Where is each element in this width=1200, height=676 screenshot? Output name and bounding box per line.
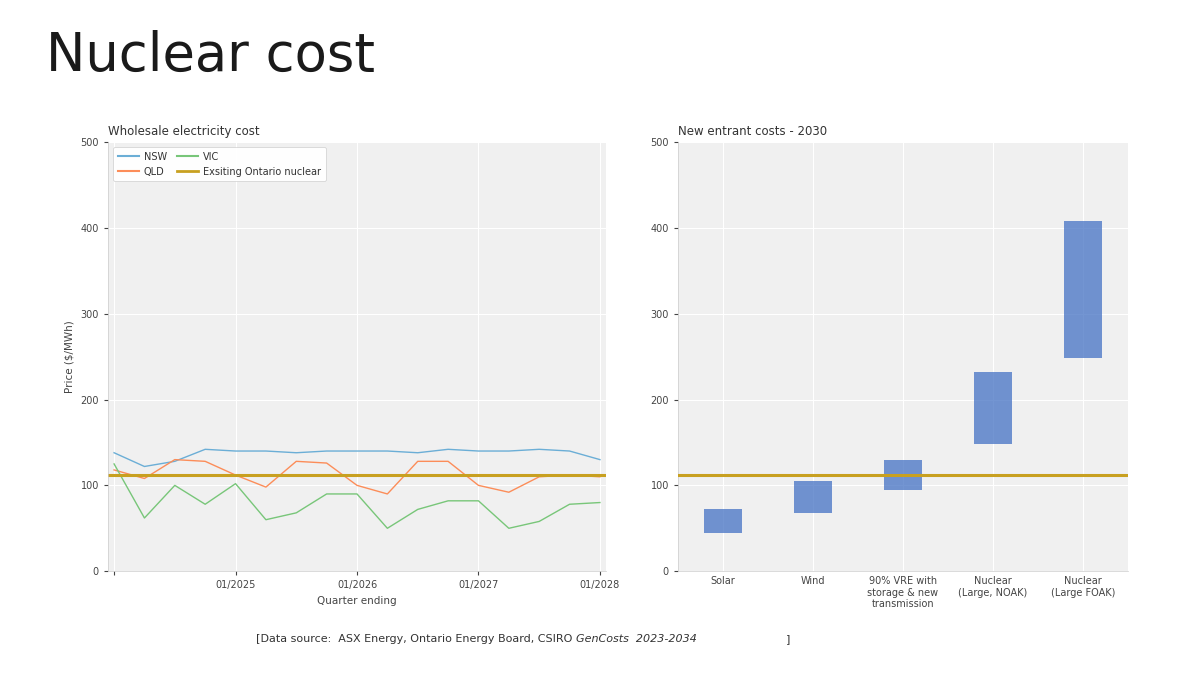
Text: [Data source:  ASX Energy, Ontario Energy Board, CSIRO: [Data source: ASX Energy, Ontario Energy… bbox=[256, 634, 576, 644]
Text: ]: ] bbox=[786, 634, 791, 644]
Text: New entrant costs - 2030: New entrant costs - 2030 bbox=[678, 125, 827, 138]
Text: Nuclear cost: Nuclear cost bbox=[46, 30, 374, 82]
Bar bbox=[1064, 221, 1102, 358]
Bar bbox=[704, 510, 742, 533]
Bar bbox=[794, 481, 832, 513]
Legend: NSW, QLD, VIC, Exsiting Ontario nuclear: NSW, QLD, VIC, Exsiting Ontario nuclear bbox=[113, 147, 326, 181]
Y-axis label: Price ($/MWh): Price ($/MWh) bbox=[65, 320, 74, 393]
Text: GenCosts  2023-2034: GenCosts 2023-2034 bbox=[576, 634, 697, 644]
Bar bbox=[884, 460, 922, 489]
Text: Wholesale electricity cost: Wholesale electricity cost bbox=[108, 125, 259, 138]
Bar bbox=[974, 372, 1012, 444]
Text: UNSW
SYDNEY: UNSW SYDNEY bbox=[1158, 606, 1192, 625]
X-axis label: Quarter ending: Quarter ending bbox=[317, 596, 397, 606]
